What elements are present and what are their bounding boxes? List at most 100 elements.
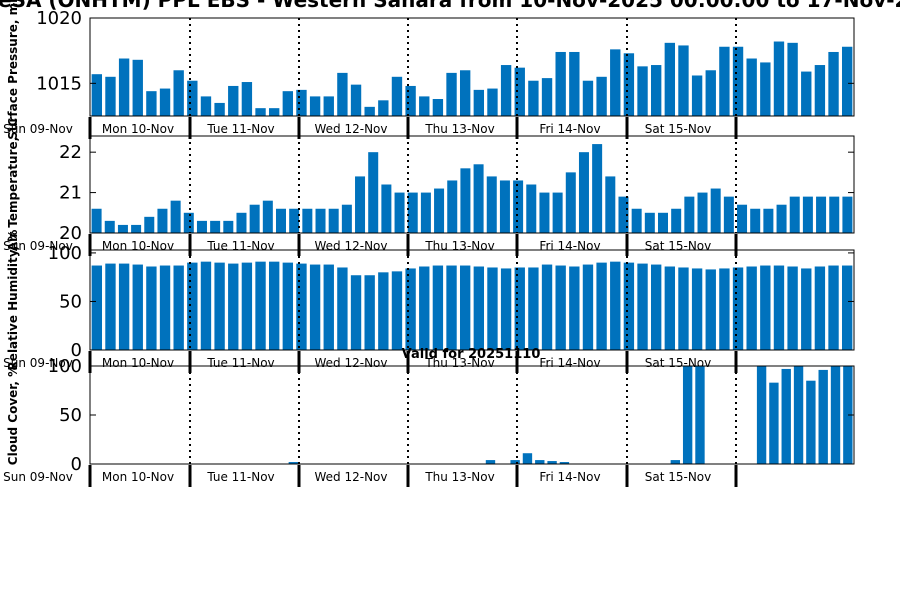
- y-tick-label: 20: [59, 223, 82, 244]
- pressure-bar: [746, 58, 757, 116]
- pressure-bar: [255, 108, 266, 116]
- cloud-bar: [830, 366, 841, 464]
- temperature-bar: [315, 208, 326, 233]
- cloud-bar: [756, 366, 767, 464]
- pressure-bar: [473, 89, 485, 116]
- humidity-bar: [419, 266, 430, 350]
- pressure-bar: [787, 42, 798, 116]
- humidity-bar: [828, 265, 839, 350]
- humidity-bar: [105, 263, 116, 350]
- pressure-bar: [719, 46, 730, 116]
- pressure-bar: [268, 108, 280, 116]
- y-tick-label: 21: [59, 183, 82, 204]
- temperature-bar: [789, 196, 800, 233]
- temperature-bar: [262, 200, 273, 233]
- pressure-bar: [569, 51, 580, 116]
- day-label: Thu 13-Nov: [424, 239, 494, 253]
- pressure-bar: [296, 89, 307, 116]
- chart-title: eSA (ONHTM) PPL EBS - Western Sahara fro…: [0, 0, 900, 12]
- humidity-bar: [746, 266, 757, 350]
- humidity-bar: [691, 268, 703, 350]
- temperature-bar: [684, 196, 695, 233]
- temperature-bar: [723, 196, 734, 233]
- temperature-bar: [104, 220, 115, 233]
- temperature-bar: [144, 216, 155, 233]
- temperature-bar: [183, 212, 194, 233]
- temperature-bar: [302, 208, 313, 233]
- pressure-bar: [773, 41, 785, 116]
- humidity-bar: [473, 266, 485, 350]
- day-label: Mon 10-Nov: [102, 470, 174, 484]
- temperature-bar: [223, 220, 234, 233]
- temperature-bar: [710, 188, 721, 233]
- humidity-bar: [801, 268, 812, 350]
- temperature-ylabel: Air Temperature, °C: [6, 118, 20, 252]
- day-label: Fri 14-Nov: [539, 239, 600, 253]
- temperature-bar: [513, 180, 524, 233]
- pressure-bar: [105, 76, 116, 116]
- temperature-bar: [196, 220, 207, 233]
- cloud-bar: [682, 366, 693, 464]
- humidity-bar: [91, 265, 103, 350]
- pressure-bar: [405, 85, 416, 116]
- temperature-bar: [170, 200, 181, 233]
- cloud-bar: [670, 460, 681, 464]
- temperature-bar: [631, 208, 642, 233]
- y-tick-label: 22: [59, 142, 82, 163]
- temperature-bar: [802, 196, 813, 233]
- y-tick-label: 100: [48, 356, 82, 377]
- temperature-bar: [275, 208, 286, 233]
- cloud-bar: [559, 462, 570, 464]
- temperature-bar: [605, 176, 616, 233]
- pressure-bar: [705, 70, 716, 116]
- cloud-bar: [695, 366, 705, 464]
- humidity-bar: [214, 262, 225, 350]
- day-label: Wed 12-Nov: [315, 122, 388, 136]
- day-label: Fri 14-Nov: [539, 356, 600, 370]
- temperature-bar: [776, 204, 787, 233]
- pressure-bar: [678, 45, 689, 116]
- day-label: Thu 13-Nov: [424, 122, 494, 136]
- pressure-bar: [801, 71, 812, 116]
- pressure-bar: [446, 72, 457, 116]
- pressure-bar: [337, 72, 348, 116]
- humidity-bar: [268, 261, 280, 350]
- pressure-bar: [391, 76, 403, 116]
- y-tick-label: 50: [59, 405, 82, 426]
- humidity-bar: [637, 263, 648, 350]
- pressure-bar: [541, 78, 553, 116]
- day-label: Tue 11-Nov: [206, 356, 274, 370]
- humidity-bar: [405, 268, 416, 350]
- humidity-bar: [610, 261, 621, 350]
- humidity-bar: [459, 265, 471, 350]
- pressure-bar: [623, 53, 635, 116]
- humidity-bar: [187, 262, 198, 350]
- humidity-bar: [323, 264, 334, 350]
- cloud-bar: [522, 453, 533, 464]
- humidity-bar: [582, 264, 594, 350]
- pressure-bar: [828, 51, 839, 116]
- pressure-bar: [732, 46, 744, 116]
- pressure-bar: [118, 58, 130, 116]
- pressure-bar: [200, 96, 212, 116]
- temperature-bar: [381, 184, 392, 233]
- temperature-bar: [236, 212, 247, 233]
- pressure-bar: [132, 59, 143, 116]
- temperature-bar: [592, 144, 603, 233]
- humidity-bar: [309, 264, 321, 350]
- cloud-bar: [288, 462, 299, 464]
- pressure-bar: [159, 88, 171, 116]
- humidity-bar: [487, 267, 498, 350]
- day-label: Tue 11-Nov: [206, 239, 274, 253]
- day-label: Sun 09-Nov: [3, 470, 73, 484]
- humidity-bar: [773, 265, 785, 350]
- temperature-bar: [210, 220, 221, 233]
- temperature-bar: [289, 208, 300, 233]
- pressure-bar: [419, 96, 430, 116]
- humidity-bar: [337, 267, 348, 350]
- pressure-bar: [841, 46, 853, 116]
- temperature-bar: [539, 192, 550, 233]
- day-label: Mon 10-Nov: [102, 356, 174, 370]
